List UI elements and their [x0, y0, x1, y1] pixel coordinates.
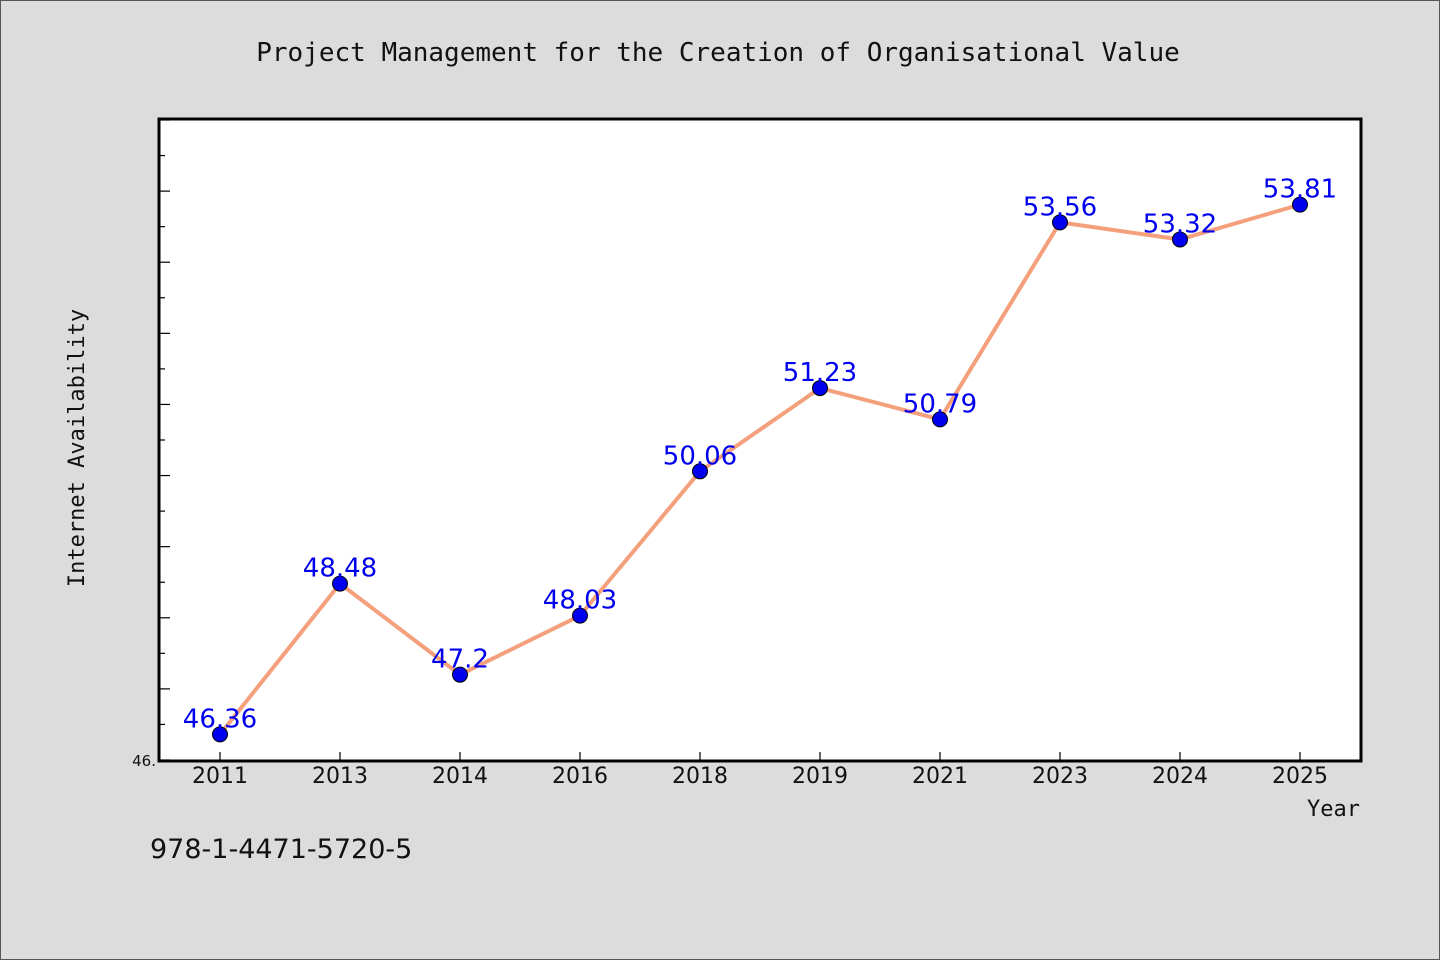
x-tick-label: 2014: [432, 764, 488, 789]
y-axis-label: Internet Availability: [65, 309, 90, 587]
x-axis-ticks: 2011 2013 2014 2016 2018 2019 2021 2023 2024 2025: [192, 752, 1328, 789]
data-point: [572, 607, 588, 624]
x-tick-label: 2016: [552, 764, 608, 789]
data-point: [932, 411, 948, 428]
data-label: 46.36: [183, 704, 257, 734]
series-layer: 46.36 48.48 47.2 48.03 50.06 51.23 50.79 53.56 5…: [183, 175, 1337, 743]
y-axis-ticks: [160, 119, 170, 761]
x-tick-label: 2011: [192, 764, 248, 789]
data-point: [212, 726, 228, 743]
data-point: [1172, 231, 1188, 248]
data-point: [1292, 196, 1308, 213]
data-label: 51.23: [783, 358, 857, 388]
chart-title: Project Management for the Creation of O…: [256, 38, 1180, 68]
data-point: [332, 575, 348, 592]
isbn-text: 978-1-4471-5720-5: [150, 834, 413, 865]
x-tick-label: 2019: [792, 764, 848, 789]
y-tick-label: 46.: [132, 752, 156, 770]
x-tick-label: 2023: [1032, 764, 1088, 789]
data-point: [1052, 214, 1068, 231]
data-label: 53.32: [1143, 209, 1217, 239]
data-label: 50.06: [663, 441, 737, 471]
data-label: 50.79: [903, 389, 977, 419]
x-axis-label: Year: [1307, 797, 1360, 822]
data-point: [452, 666, 468, 683]
data-label: 53.81: [1263, 175, 1337, 205]
data-label: 53.56: [1023, 192, 1097, 222]
series-line: [218, 202, 1301, 736]
x-tick-label: 2018: [672, 764, 728, 789]
x-tick-label: 2024: [1152, 764, 1208, 789]
data-label: 48.48: [303, 554, 377, 584]
plot-area: [157, 117, 1363, 763]
x-tick-label: 2013: [312, 764, 368, 789]
data-label: 47.2: [431, 645, 489, 675]
x-tick-label: 2025: [1272, 764, 1328, 789]
data-point: [692, 463, 708, 480]
x-tick-label: 2021: [912, 764, 968, 789]
data-label: 48.03: [543, 586, 617, 616]
data-point: [812, 380, 828, 397]
